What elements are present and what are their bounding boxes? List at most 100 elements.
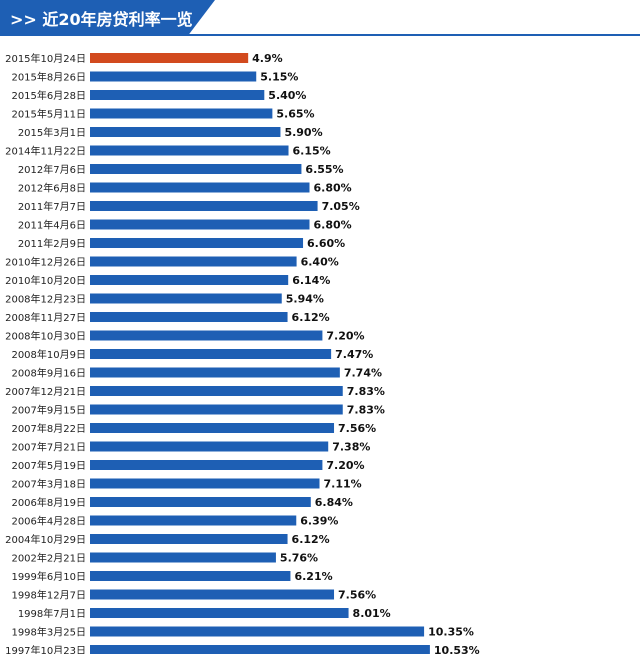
category-label: 2015年3月1日 xyxy=(18,126,86,139)
category-label: 1998年7月1日 xyxy=(18,607,86,620)
category-label: 1997年10月23日 xyxy=(5,644,86,654)
bar xyxy=(90,534,288,544)
bar xyxy=(90,293,282,304)
bar xyxy=(90,108,273,119)
value-label: 6.14% xyxy=(292,274,330,287)
bar xyxy=(90,275,289,285)
bar xyxy=(90,164,302,174)
value-label: 7.38% xyxy=(332,441,370,454)
value-label: 6.60% xyxy=(307,237,345,250)
category-label: 2011年7月7日 xyxy=(18,200,86,213)
category-label: 2006年8月19日 xyxy=(11,496,86,509)
header-divider xyxy=(0,34,640,36)
bar xyxy=(90,645,430,654)
category-label: 1999年6月10日 xyxy=(11,570,86,583)
category-label: 2008年11月27日 xyxy=(5,311,86,324)
value-label: 8.01% xyxy=(353,607,391,620)
bar xyxy=(90,90,265,100)
bar xyxy=(90,441,329,452)
bar xyxy=(90,256,297,267)
value-label: 7.83% xyxy=(347,385,385,398)
value-label: 6.80% xyxy=(313,182,351,195)
value-label: 7.05% xyxy=(322,200,360,213)
bar xyxy=(90,460,323,470)
value-label: 6.55% xyxy=(305,163,343,176)
value-label: 5.76% xyxy=(280,552,318,565)
header-tab: >> 近20年房贷利率一览 xyxy=(0,0,215,34)
category-label: 2015年8月26日 xyxy=(11,71,86,84)
value-label: 7.56% xyxy=(338,422,376,435)
value-label: 6.39% xyxy=(300,515,338,528)
category-label: 2007年12月21日 xyxy=(5,385,86,398)
bar xyxy=(90,367,340,378)
value-label: 7.11% xyxy=(324,478,362,491)
category-label: 2008年9月16日 xyxy=(11,367,86,380)
bar xyxy=(90,589,335,600)
bar xyxy=(90,182,310,193)
category-label: 2015年6月28日 xyxy=(11,89,86,102)
bar xyxy=(90,386,343,396)
bar xyxy=(90,552,276,563)
bar xyxy=(90,238,304,248)
bar xyxy=(90,219,310,230)
category-label: 2002年2月21日 xyxy=(11,552,86,565)
bar xyxy=(90,349,332,359)
bar xyxy=(90,145,289,156)
category-label: 2011年2月9日 xyxy=(18,237,86,250)
bar xyxy=(90,423,335,433)
value-label: 6.21% xyxy=(294,570,332,583)
category-label: 2012年7月6日 xyxy=(18,163,86,176)
value-label: 6.80% xyxy=(313,219,351,232)
category-label: 2010年12月26日 xyxy=(5,256,86,269)
category-label: 2008年10月30日 xyxy=(5,330,86,343)
category-label: 2010年10月20日 xyxy=(5,274,86,287)
bar xyxy=(90,478,320,489)
bar xyxy=(90,497,311,507)
category-label: 2007年5月19日 xyxy=(11,459,86,472)
bar xyxy=(90,312,288,322)
category-label: 1998年3月25日 xyxy=(11,626,86,639)
bar xyxy=(90,330,323,341)
category-label: 2004年10月29日 xyxy=(5,533,86,546)
value-label: 5.15% xyxy=(260,71,298,84)
bar xyxy=(90,53,249,63)
bar xyxy=(90,127,281,137)
category-label: 2011年4月6日 xyxy=(18,219,86,232)
category-label: 2007年3月18日 xyxy=(11,478,86,491)
category-label: 2008年12月23日 xyxy=(5,293,86,306)
value-label: 5.40% xyxy=(268,89,306,102)
category-label: 2012年6月8日 xyxy=(18,182,86,195)
value-label: 5.90% xyxy=(284,126,322,139)
value-label: 6.40% xyxy=(301,256,339,269)
category-label: 2015年10月24日 xyxy=(5,52,86,65)
category-label: 1998年12月7日 xyxy=(11,589,86,602)
value-label: 6.12% xyxy=(292,533,330,546)
bar xyxy=(90,404,343,415)
value-label: 7.47% xyxy=(335,348,373,361)
bar xyxy=(90,201,318,211)
value-label: 6.12% xyxy=(292,311,330,324)
category-label: 2015年5月11日 xyxy=(11,108,86,121)
bar xyxy=(90,608,349,618)
bar xyxy=(90,71,257,82)
value-label: 10.53% xyxy=(434,644,480,654)
bar xyxy=(90,626,425,637)
category-label: 2007年8月22日 xyxy=(11,422,86,435)
value-label: 5.94% xyxy=(286,293,324,306)
value-label: 10.35% xyxy=(428,626,474,639)
category-label: 2008年10月9日 xyxy=(11,348,86,361)
category-label: 2007年9月15日 xyxy=(11,404,86,417)
category-label: 2014年11月22日 xyxy=(5,145,86,158)
category-label: 2007年7月21日 xyxy=(11,441,86,454)
value-label: 7.56% xyxy=(338,589,376,602)
value-label: 7.74% xyxy=(344,367,382,380)
value-label: 7.83% xyxy=(347,404,385,417)
value-label: 6.15% xyxy=(293,145,331,158)
category-label: 2006年4月28日 xyxy=(11,515,86,528)
value-label: 6.84% xyxy=(315,496,353,509)
bar xyxy=(90,571,291,581)
value-label: 7.20% xyxy=(326,459,364,472)
value-label: 4.9% xyxy=(252,52,283,65)
bar xyxy=(90,515,297,526)
